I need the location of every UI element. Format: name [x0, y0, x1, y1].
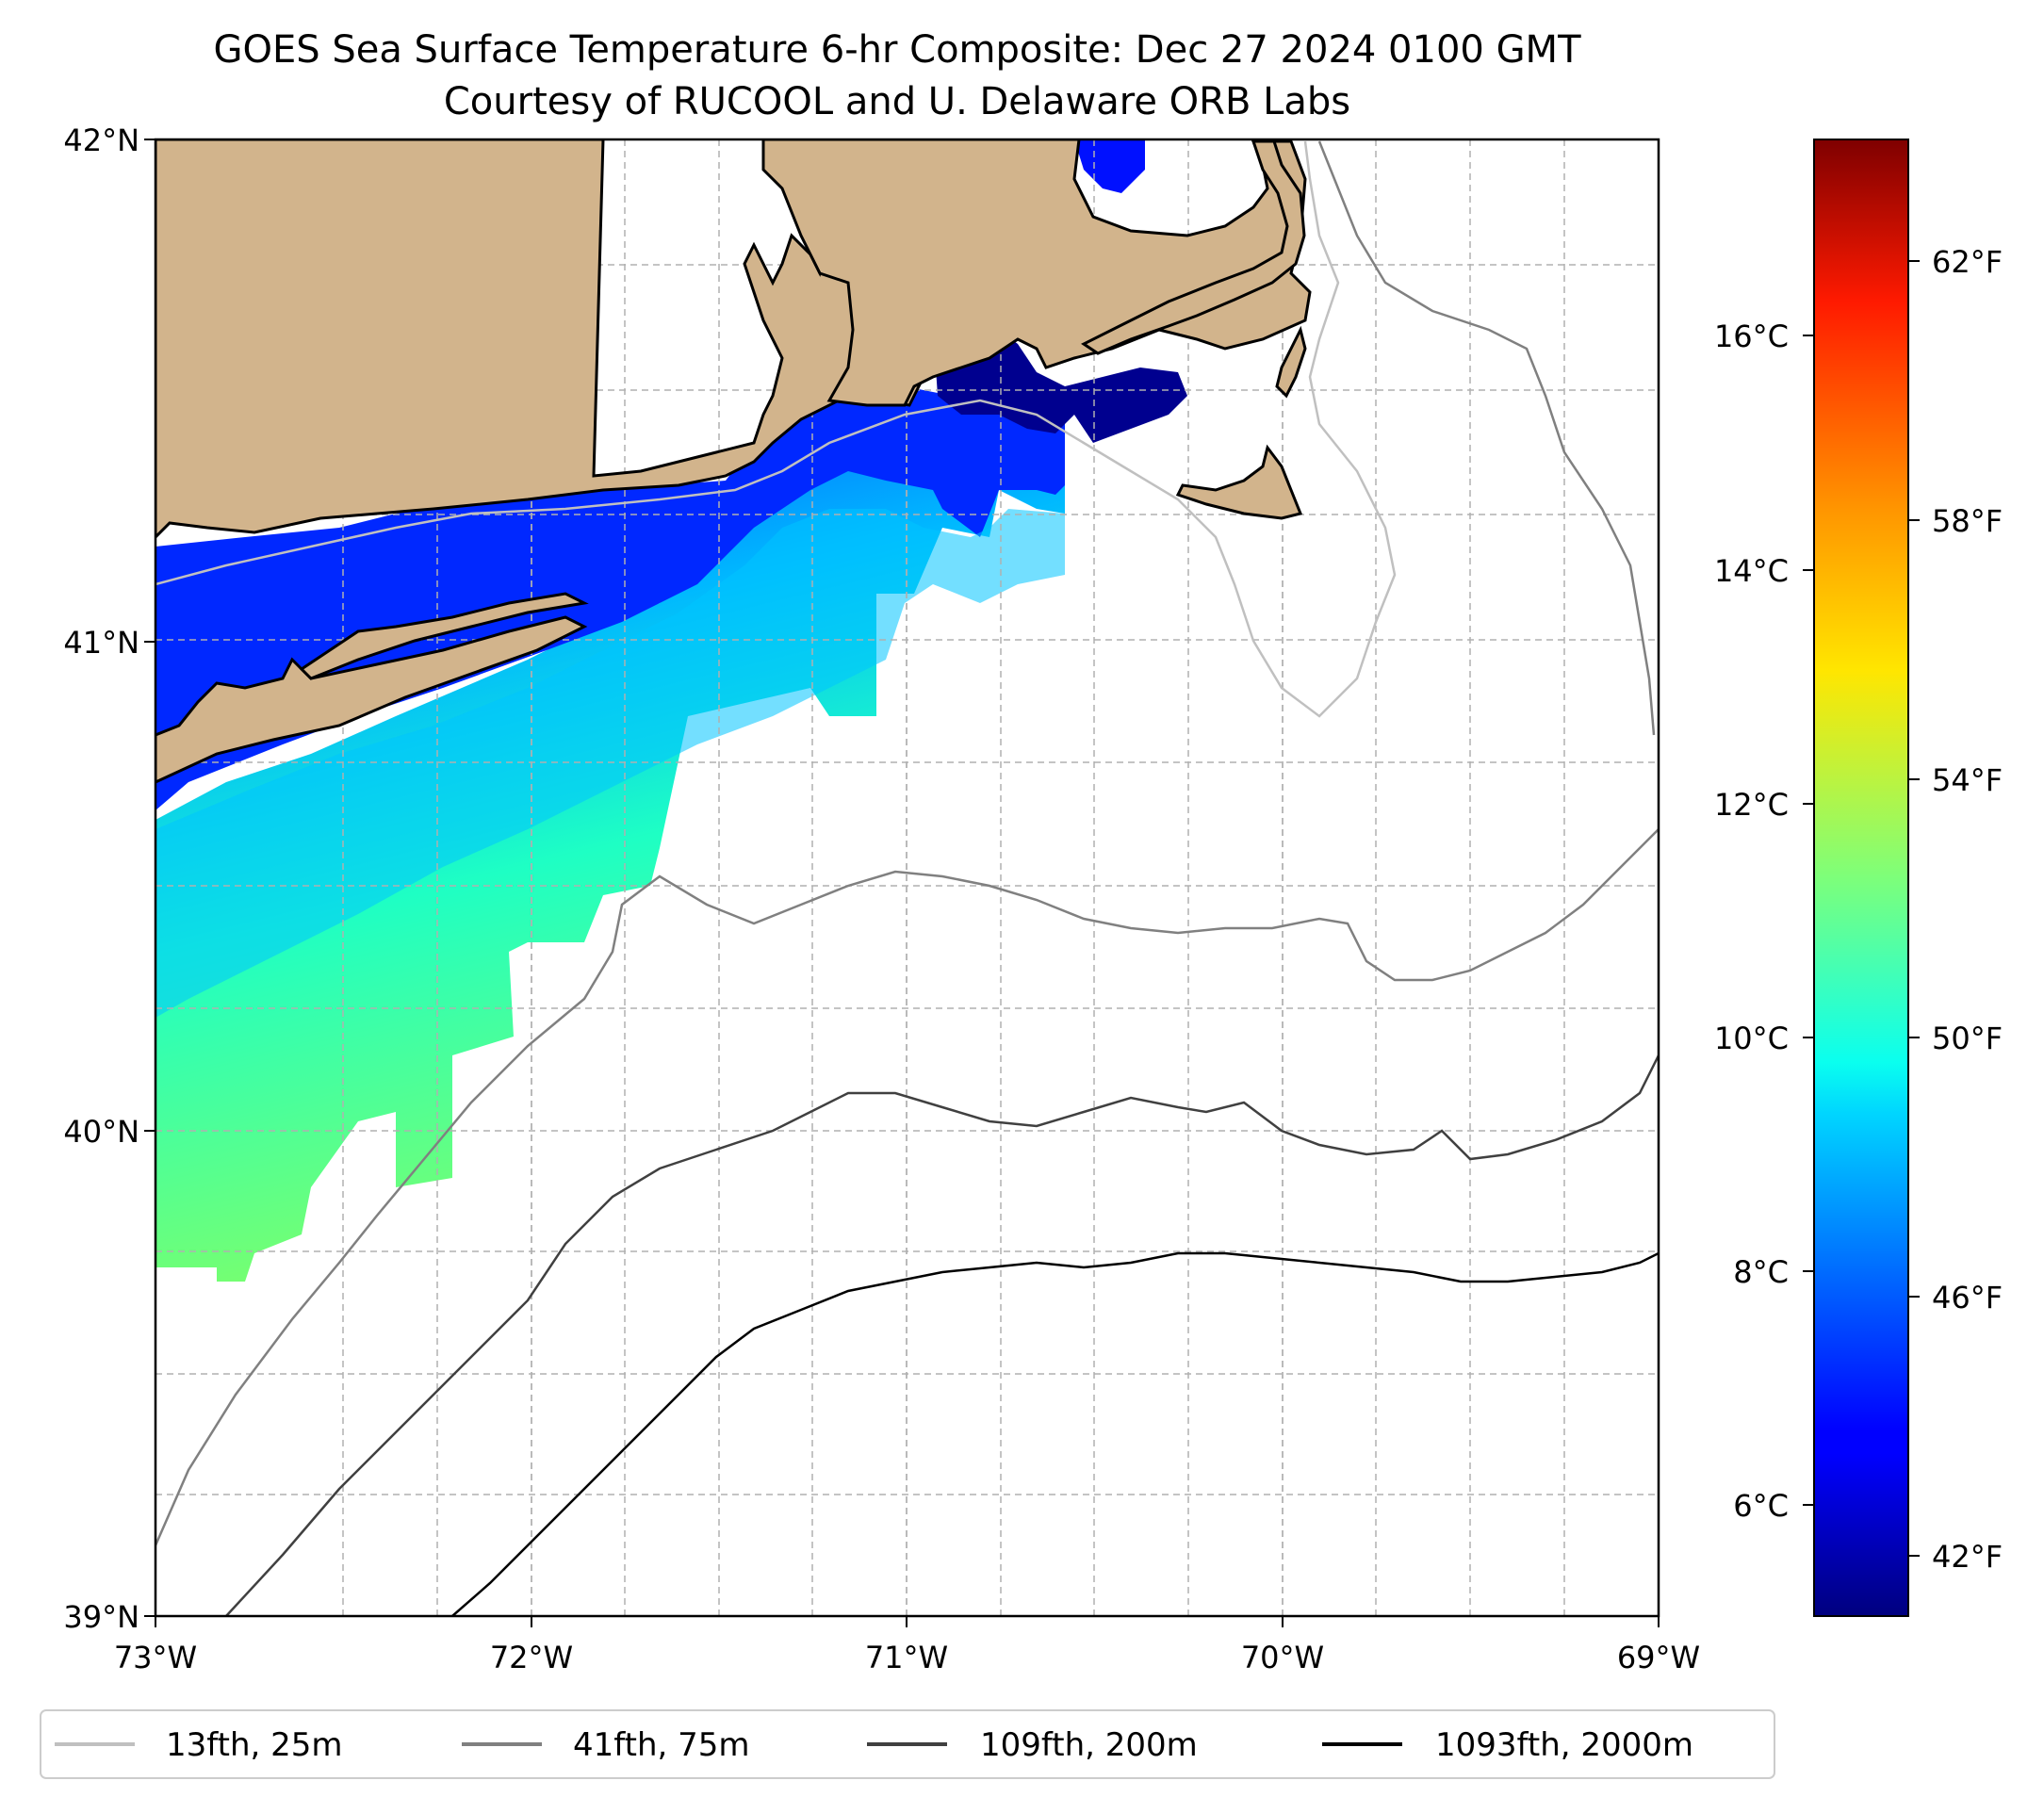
- long-island-land: [155, 615, 588, 784]
- lon-axis: 73°W 72°W 71°W 70°W 69°W: [114, 1616, 1700, 1675]
- cape-cod-forearm: [1081, 139, 1306, 355]
- legend-label-2000m: 1093fth, 2000m: [1435, 1726, 1693, 1764]
- legend: 13fth, 25m 41fth, 75m 109fth, 200m 1093f…: [40, 1709, 1775, 1779]
- contour-25m: [155, 140, 1397, 718]
- lon-tick-69: 69°W: [1617, 1640, 1700, 1675]
- colorbar-c-tick-14: 14°C: [1714, 553, 1789, 589]
- colorbar-f-tick-42: 42°F: [1932, 1539, 2003, 1575]
- lat-tick-41: 41°N: [63, 625, 139, 661]
- lat-axis: 42°N 41°N 40°N 39°N: [63, 123, 155, 1635]
- map-title: GOES Sea Surface Temperature 6-hr Compos…: [213, 28, 1581, 72]
- colorbar-f-tick-58: 58°F: [1932, 503, 2003, 539]
- lat-tick-40: 40°N: [63, 1114, 139, 1150]
- colorbar-c-tick-6: 6°C: [1733, 1488, 1789, 1524]
- colorbar: 16°C 14°C 12°C 10°C 8°C 6°C 62°F 58°F 54…: [1714, 139, 2003, 1617]
- lon-tick-70: 70°W: [1241, 1640, 1324, 1675]
- colorbar-gradient: [1813, 139, 1909, 1617]
- legend-label-75m: 41fth, 75m: [573, 1726, 750, 1764]
- map-subtitle: Courtesy of RUCOOL and U. Delaware ORB L…: [444, 80, 1350, 123]
- north-fork-land: [299, 592, 589, 680]
- legend-label-25m: 13fth, 25m: [166, 1726, 343, 1764]
- contour-75m-east: [1317, 140, 1656, 736]
- map-area: [155, 139, 1659, 1616]
- colorbar-f-tick-62: 62°F: [1932, 244, 2003, 280]
- lon-tick-71: 71°W: [865, 1640, 948, 1675]
- legend-label-200m: 109fth, 200m: [980, 1726, 1198, 1764]
- martha-vineyard-land: [1175, 444, 1303, 520]
- lat-tick-39: 39°N: [63, 1599, 139, 1635]
- lat-tick-42: 42°N: [63, 123, 139, 158]
- bathymetry-contours: [155, 140, 1659, 1616]
- colorbar-f-tick-46: 46°F: [1932, 1280, 2003, 1315]
- colorbar-c-tick-8: 8°C: [1733, 1254, 1789, 1290]
- colorbar-f-tick-54: 54°F: [1932, 762, 2003, 798]
- sst-north-patch: [1074, 139, 1145, 193]
- land: [155, 139, 1312, 784]
- sst-mid-band: [155, 509, 1065, 1018]
- contour-200m: [225, 1054, 1659, 1616]
- colorbar-c-tick-10: 10°C: [1714, 1021, 1789, 1056]
- nantucket-land: [1275, 325, 1307, 399]
- lon-tick-72: 72°W: [490, 1640, 573, 1675]
- contour-2000m: [451, 1251, 1659, 1616]
- lon-tick-73: 73°W: [114, 1640, 197, 1675]
- colorbar-f-tick-50: 50°F: [1932, 1021, 2003, 1056]
- colorbar-c-tick-16: 16°C: [1714, 319, 1789, 354]
- colorbar-c-tick-12: 12°C: [1714, 787, 1789, 823]
- contour-75m: [155, 828, 1659, 1546]
